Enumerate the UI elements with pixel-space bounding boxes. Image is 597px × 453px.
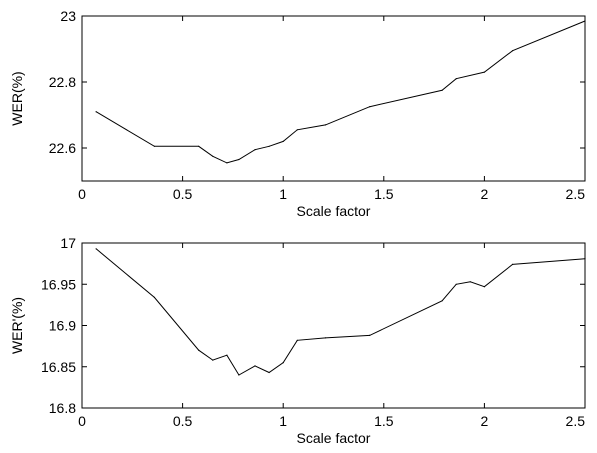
bottom-plot-data-point [238,374,240,376]
top-plot-data-point [296,129,298,131]
top-plot-data-point [95,111,97,113]
bottom-plot-y-tick-label: 16.8 [49,400,76,416]
top-plot-x-tick-label: 2 [481,186,489,202]
top-plot-y-ticks: 22.6 22.8 23 [49,8,585,156]
bottom-plot-data-points [95,248,586,376]
top-plot-data-point [153,145,155,147]
top-plot-x-tick-label: 2.5 [566,186,586,202]
top-plot-data-point [268,145,270,147]
bottom-plot-y-tick-label: 16.9 [49,318,76,334]
bottom-plot-x-ticks: 0 0.5 1 1.5 2 2.5 [78,243,586,429]
bottom-plot-data-point [226,354,228,356]
top-plot-data-point [254,149,256,151]
top-plot-x-tick-label: 1.5 [374,186,394,202]
top-plot-axes-box [81,15,586,182]
bottom-plot: 16.8 16.85 16.9 16.95 17 0 0.5 1 1.5 2 2.5 Scale … [9,235,586,446]
top-plot-series-line [95,20,586,164]
top-plot-data-point [324,124,327,126]
bottom-plot-data-point [296,339,298,341]
top-plot-data-point [511,50,514,52]
top-plot-y-tick-label: 23 [60,8,76,24]
bottom-plot-x-tick-label: 0 [78,413,86,429]
bottom-plot-y-axis-label: WER'(%) [9,297,25,354]
top-plot-data-point [212,155,214,157]
bottom-plot-x-tick-label: 2 [481,413,489,429]
top-plot-y-tick-label: 22.6 [49,140,76,156]
top-plot-data-point [369,106,371,108]
bottom-plot-x-tick-label: 0.5 [173,413,193,429]
bottom-plot-data-point [268,371,270,374]
top-plot-x-tick-label: 1 [279,186,287,202]
top-plot-data-point [584,20,586,22]
bottom-plot-data-point [95,248,97,250]
bottom-plot-data-point [254,365,256,367]
bottom-plot-data-point [369,334,371,336]
top-plot-data-point [455,78,457,80]
top-plot-x-tick-label: 0.5 [173,186,193,202]
bottom-plot-data-point [584,258,586,260]
bottom-plot-data-point [511,263,514,265]
bottom-plot-data-point [153,296,155,298]
top-plot-data-point [441,89,443,91]
bottom-plot-data-point [483,286,485,288]
bottom-plot-x-tick-label: 2.5 [566,413,586,429]
bottom-plot-data-point [324,337,327,339]
bottom-plot-y-tick-label: 16.85 [41,359,76,375]
bottom-plot-series-line [95,248,586,376]
top-plot-data-point [226,162,228,164]
bottom-plot-x-tick-label: 1.5 [374,413,394,429]
bottom-plot-data-point [282,362,284,364]
bottom-plot-data-point [441,300,443,302]
top-plot-data-point [282,140,284,142]
top-plot-x-axis-label: Scale factor [297,203,371,219]
top-plot-x-tick-label: 0 [78,186,86,202]
bottom-plot-data-point [198,349,200,351]
top-plot-data-point [198,145,200,147]
top-plot-data-point [238,158,240,161]
top-plot-y-tick-label: 22.8 [49,74,76,90]
bottom-plot-data-point [455,283,457,285]
bottom-plot-y-ticks: 16.8 16.85 16.9 16.95 17 [41,235,585,416]
top-plot-data-point [483,71,485,73]
top-plot: 22.6 22.8 23 0 0.5 1 1.5 2 2.5 Scale factor WER… [9,8,586,219]
top-plot-data-points [95,20,586,164]
top-plot-y-axis-label: WER(%) [9,71,25,125]
bottom-plot-x-axis-label: Scale factor [297,430,371,446]
bottom-plot-x-tick-label: 1 [279,413,287,429]
bottom-plot-y-tick-label: 17 [60,235,76,251]
top-plot-x-ticks: 0 0.5 1 1.5 2 2.5 [78,16,586,202]
bottom-plot-y-tick-label: 16.95 [41,276,76,292]
bottom-plot-data-point [469,281,471,283]
bottom-plot-axes-box [81,242,586,409]
bottom-plot-data-point [212,359,214,361]
